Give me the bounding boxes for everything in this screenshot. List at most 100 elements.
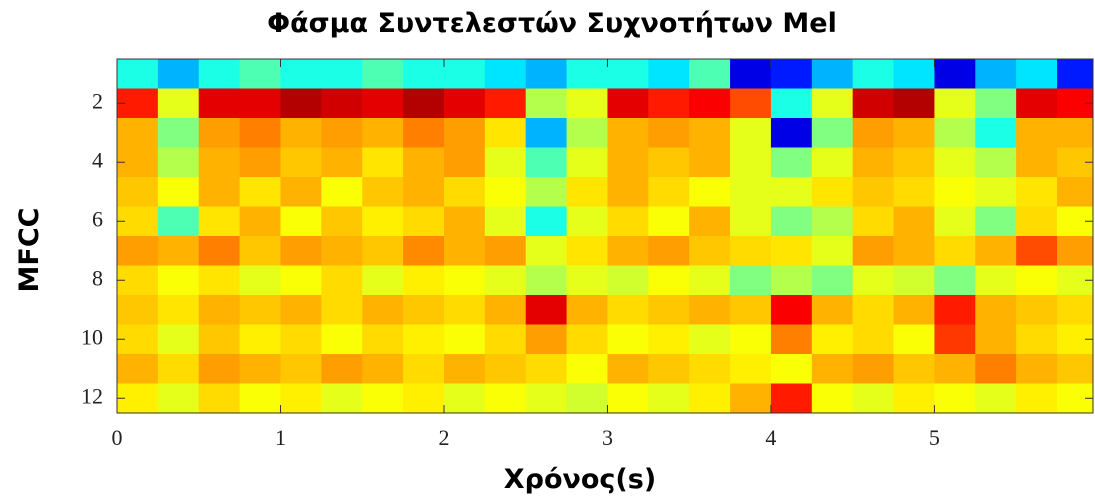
heatmap-cell: [811, 177, 854, 207]
heatmap-cell: [280, 147, 322, 178]
heatmap-cell: [975, 177, 1017, 207]
heatmap-cell: [403, 324, 445, 355]
heatmap-cell: [975, 354, 1017, 384]
heatmap-cell: [525, 147, 568, 178]
heatmap-cell: [648, 177, 690, 207]
heatmap-cell: [730, 236, 772, 266]
heatmap-cell: [689, 206, 731, 237]
heatmap-cell: [484, 354, 527, 384]
heatmap-cell: [1057, 59, 1093, 89]
heatmap-cell: [157, 324, 200, 355]
heatmap-cell: [280, 383, 322, 413]
heatmap-cell: [852, 324, 895, 355]
heatmap-cell: [280, 59, 322, 89]
heatmap-cell: [1057, 118, 1093, 148]
heatmap-cell: [811, 236, 854, 266]
heatmap-cell: [157, 295, 200, 325]
heatmap-cell: [484, 177, 527, 207]
heatmap-cell: [811, 88, 854, 119]
heatmap-cell: [811, 147, 854, 178]
heatmap-cell: [852, 88, 895, 119]
heatmap-cell: [198, 177, 241, 207]
heatmap-cell: [648, 354, 690, 384]
heatmap-cell: [1016, 354, 1058, 384]
heatmap-cell: [607, 236, 649, 266]
heatmap-cell: [730, 206, 772, 237]
heatmap-cell: [648, 206, 690, 237]
heatmap-cell: [525, 118, 568, 148]
heatmap-cell: [607, 59, 649, 89]
heatmap-cell: [811, 118, 854, 148]
heatmap-cell: [975, 265, 1017, 296]
heatmap-cell: [362, 206, 404, 237]
heatmap-cell: [362, 324, 404, 355]
heatmap-cell: [484, 265, 527, 296]
heatmap-cell: [525, 206, 568, 237]
heatmap-cell: [770, 383, 813, 413]
heatmap: [117, 59, 1093, 413]
heatmap-cell: [321, 324, 363, 355]
heatmap-cell: [321, 59, 363, 89]
heatmap-cell: [811, 383, 854, 413]
heatmap-cell: [321, 236, 363, 266]
heatmap-cell: [362, 88, 404, 119]
heatmap-cell: [117, 118, 159, 148]
heatmap-cell: [607, 354, 649, 384]
heatmap-cell: [239, 383, 281, 413]
heatmap-cell: [280, 295, 322, 325]
heatmap-cell: [1016, 265, 1058, 296]
heatmap-cell: [280, 177, 322, 207]
heatmap-cell: [525, 324, 568, 355]
heatmap-cell: [852, 265, 895, 296]
heatmap-cell: [934, 88, 976, 119]
heatmap-cell: [280, 324, 322, 355]
heatmap-cell: [770, 59, 813, 89]
heatmap-cell: [607, 295, 649, 325]
heatmap-cell: [730, 88, 772, 119]
heatmap-cell: [280, 354, 322, 384]
heatmap-cell: [730, 177, 772, 207]
heatmap-cell: [484, 88, 527, 119]
heatmap-cell: [811, 324, 854, 355]
heatmap-cell: [893, 177, 935, 207]
heatmap-cell: [443, 147, 486, 178]
heatmap-cell: [198, 295, 241, 325]
heatmap-cell: [157, 354, 200, 384]
heatmap-cell: [525, 295, 568, 325]
heatmap-cell: [403, 177, 445, 207]
heatmap-cell: [934, 324, 976, 355]
heatmap-cell: [566, 354, 608, 384]
heatmap-cell: [689, 88, 731, 119]
heatmap-cell: [975, 59, 1017, 89]
x-tick-label: 2: [438, 425, 449, 450]
heatmap-cell: [852, 236, 895, 266]
heatmap-cell: [730, 295, 772, 325]
heatmap-cell: [893, 206, 935, 237]
heatmap-cell: [648, 147, 690, 178]
heatmap-cell: [607, 177, 649, 207]
heatmap-cell: [689, 147, 731, 178]
heatmap-cell: [362, 118, 404, 148]
heatmap-cell: [770, 265, 813, 296]
heatmap-cell: [525, 177, 568, 207]
heatmap-cell: [770, 118, 813, 148]
heatmap-cell: [525, 265, 568, 296]
heatmap-cell: [198, 206, 241, 237]
heatmap-cell: [362, 265, 404, 296]
heatmap-cell: [934, 206, 976, 237]
heatmap-cell: [362, 177, 404, 207]
heatmap-cell: [852, 354, 895, 384]
heatmap-cell: [484, 59, 527, 89]
heatmap-cell: [607, 265, 649, 296]
heatmap-cell: [934, 177, 976, 207]
heatmap-cell: [770, 295, 813, 325]
y-axis-label: MFCC: [14, 208, 45, 293]
heatmap-cell: [198, 324, 241, 355]
heatmap-cell: [443, 236, 486, 266]
heatmap-cell: [852, 206, 895, 237]
heatmap-cell: [1016, 206, 1058, 237]
heatmap-cell: [362, 295, 404, 325]
heatmap-cell: [525, 236, 568, 266]
heatmap-cell: [811, 265, 854, 296]
heatmap-cell: [443, 324, 486, 355]
